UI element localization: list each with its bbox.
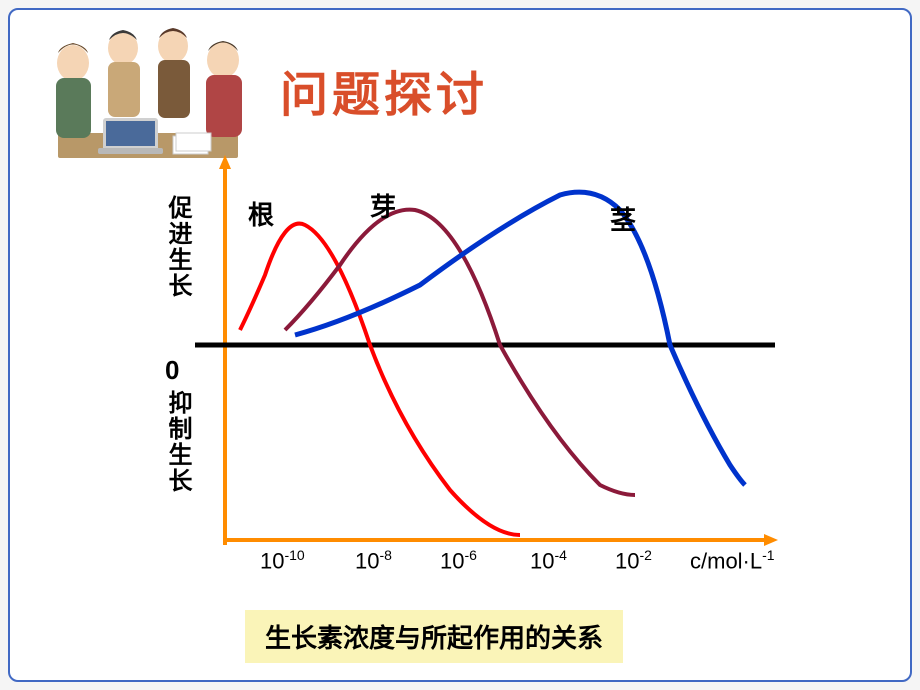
x-axis-arrow bbox=[764, 534, 778, 546]
slide-frame: 问题探讨 促进生长 0 抑制生长 根 芽 茎 10-10 10-8 10-6 1… bbox=[8, 8, 912, 682]
curve-bud bbox=[285, 210, 635, 495]
y-label-zero: 0 bbox=[165, 355, 179, 386]
label-root: 根 bbox=[248, 195, 274, 232]
people-illustration bbox=[28, 18, 268, 163]
y-axis-arrow bbox=[219, 155, 231, 169]
x-axis-label: c/mol·L-1 bbox=[690, 547, 775, 574]
x-tick-0: 10-10 bbox=[260, 547, 305, 574]
x-tick-1: 10-8 bbox=[355, 547, 392, 574]
slide-title: 问题探讨 bbox=[280, 55, 488, 125]
x-tick-2: 10-6 bbox=[440, 547, 477, 574]
x-tick-4: 10-2 bbox=[615, 547, 652, 574]
curve-root bbox=[240, 224, 520, 535]
label-bud: 芽 bbox=[370, 187, 396, 224]
label-stem: 茎 bbox=[610, 200, 636, 237]
chart-plot bbox=[190, 155, 780, 555]
chart: 促进生长 0 抑制生长 根 芽 茎 10-10 10-8 10-6 10-4 1… bbox=[160, 155, 780, 590]
x-tick-3: 10-4 bbox=[530, 547, 567, 574]
chart-caption: 生长素浓度与所起作用的关系 bbox=[245, 610, 623, 663]
